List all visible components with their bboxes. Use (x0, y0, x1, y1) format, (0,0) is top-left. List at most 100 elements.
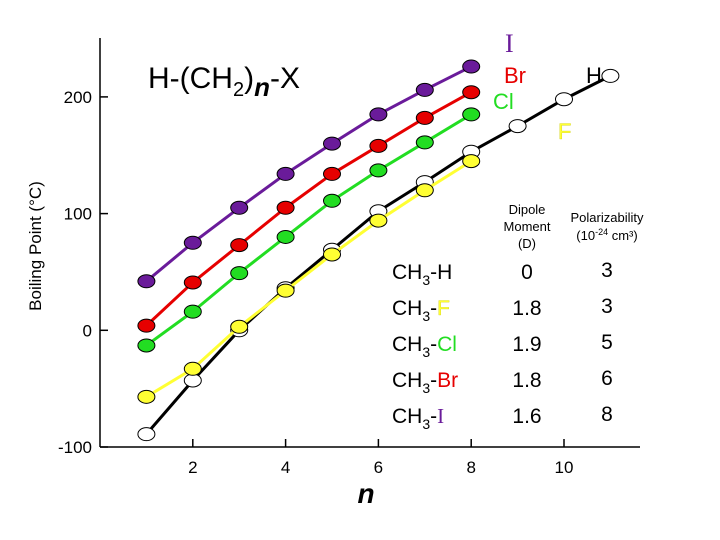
data-point (137, 427, 156, 442)
data-point (230, 200, 249, 215)
data-point (462, 85, 481, 100)
compound-formula: CH3-H (392, 261, 452, 288)
polarizability-value: 8 (601, 403, 613, 426)
polar-header-line-2: (10-24 cm³) (576, 227, 637, 243)
series-label-i: I (505, 29, 514, 58)
table-header-dipole: Dipole Moment (D) (504, 202, 551, 251)
data-point (137, 389, 156, 404)
compound-formula: CH3-Cl (392, 333, 457, 360)
data-point (601, 68, 620, 83)
table-row: CH3-H 0 3 (392, 259, 613, 288)
x-axis-label: n (357, 478, 374, 509)
dipole-value: 1.9 (512, 333, 541, 356)
data-point (555, 92, 573, 107)
data-point (183, 235, 202, 250)
dipole-value: 1.8 (512, 369, 541, 392)
table-row: CH3-I 1.6 8 (392, 403, 613, 432)
x-tick-label: 8 (466, 458, 475, 477)
data-point (323, 193, 341, 208)
series-h (137, 68, 620, 442)
polar-header-unit-post: cm³) (608, 228, 638, 243)
data-point (230, 319, 249, 334)
polar-header-unit-pre: (10 (576, 228, 595, 243)
x-tick-label: 2 (188, 458, 197, 477)
data-point (183, 275, 202, 290)
series-line (145, 90, 472, 327)
x-tick-label: 4 (281, 458, 290, 477)
series-f (137, 154, 481, 404)
data-point (230, 238, 249, 253)
title-n: n (254, 72, 270, 102)
data-point (508, 119, 527, 134)
series-cl (137, 107, 481, 353)
title-close: ) (244, 62, 254, 95)
data-point (323, 247, 341, 262)
dipole-value: 1.6 (512, 405, 541, 428)
data-point (415, 135, 434, 150)
data-point (276, 200, 295, 215)
series-line (145, 65, 472, 283)
data-point (462, 107, 481, 122)
x-tick-label: 10 (555, 458, 574, 477)
compound-formula: CH3-F (392, 297, 450, 324)
dipole-header-line-2: Moment (504, 219, 551, 234)
x-tick-label: 6 (374, 458, 383, 477)
series-label-cl: Cl (493, 89, 514, 114)
axis-ticks: -100 0 100 200 2 4 6 8 10 (58, 88, 573, 477)
polarizability-value: 3 (601, 259, 613, 282)
dipole-header-line-1: Dipole (509, 202, 546, 217)
title-sub: 2 (233, 79, 244, 101)
compound-formula: CH3-I (392, 404, 444, 432)
polar-header-unit-exp: -24 (595, 227, 608, 237)
chart-title: H-(CH2)n-X (148, 62, 300, 102)
series-layer (137, 59, 620, 442)
dipole-value: 1.8 (512, 297, 541, 320)
series-i (137, 59, 481, 289)
data-point (230, 266, 249, 281)
polar-header-line-1: Polarizability (571, 210, 644, 225)
table-row: CH3-F 1.8 3 (392, 295, 613, 324)
series-label-br: Br (504, 63, 526, 88)
data-point (462, 154, 481, 169)
title-pre: H-(CH (148, 62, 233, 95)
series-label-h: H (586, 63, 602, 88)
data-point (137, 274, 156, 289)
dipole-value: 0 (521, 261, 533, 284)
table-row: CH3-Br 1.8 6 (392, 367, 613, 396)
data-point (369, 213, 388, 228)
polarizability-value: 5 (601, 331, 613, 354)
polarizability-value: 3 (601, 295, 613, 318)
table-row: CH3-Cl 1.9 5 (392, 331, 613, 360)
data-point (183, 373, 202, 388)
data-point (369, 163, 388, 178)
data-point (276, 229, 295, 244)
data-point (323, 166, 341, 181)
data-point (183, 361, 202, 376)
data-point (276, 283, 295, 298)
data-point (415, 183, 434, 198)
y-tick-label: 100 (64, 205, 92, 224)
dipole-header-line-3: (D) (518, 236, 536, 251)
data-point (276, 166, 295, 181)
series-label-f: F (558, 119, 571, 144)
series-br (137, 85, 481, 333)
title-post: -X (270, 62, 300, 95)
data-point (369, 138, 388, 153)
y-axis-label: Boiling Point (°C) (26, 181, 45, 311)
data-point (137, 318, 156, 333)
polarizability-value: 6 (601, 367, 613, 390)
y-tick-label: -100 (58, 438, 92, 457)
y-tick-label: 200 (64, 88, 92, 107)
table-header-polarizability: Polarizability (10-24 cm³) (571, 210, 644, 243)
series-line (145, 113, 472, 347)
y-tick-label: 0 (83, 321, 92, 340)
data-point (462, 59, 481, 74)
data-point (183, 304, 202, 319)
data-point (415, 110, 434, 125)
data-point (137, 338, 156, 353)
compound-formula: CH3-Br (392, 369, 458, 396)
data-point (323, 136, 341, 151)
data-point (415, 82, 434, 97)
